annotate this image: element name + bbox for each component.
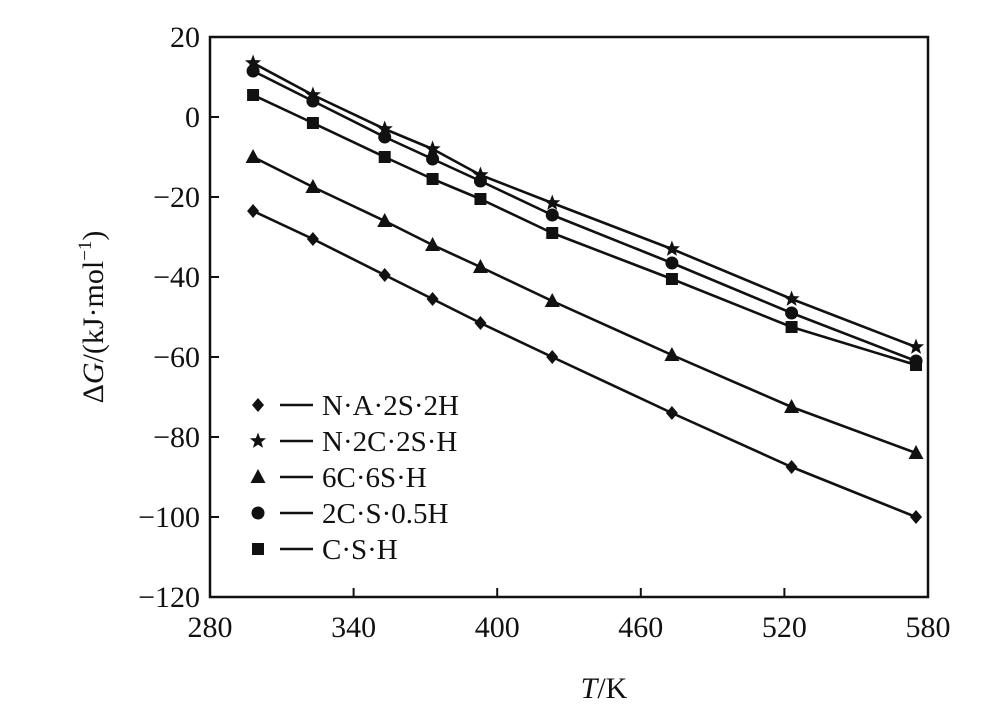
y-axis-title: ΔG/(kJ·mol−1)	[75, 231, 110, 404]
y-tick-label: 0	[185, 101, 200, 134]
data-point	[378, 268, 391, 282]
data-point	[426, 173, 439, 185]
data-point	[544, 293, 560, 307]
data-point	[663, 240, 680, 256]
x-tick-label: 280	[188, 611, 233, 644]
data-point	[783, 290, 800, 306]
series-triangle	[245, 149, 924, 459]
data-point	[785, 321, 798, 333]
y-tick-label: 20	[170, 21, 200, 54]
legend-marker	[249, 432, 267, 448]
legend-marker	[251, 506, 265, 520]
data-point	[426, 292, 439, 306]
data-point	[424, 140, 441, 156]
data-point	[474, 316, 487, 330]
y-tick-label: −60	[153, 341, 200, 374]
legend-item: 2C·S·0.5H	[251, 498, 449, 530]
data-point	[306, 232, 319, 246]
legend-item: N·2C·2S·H	[249, 426, 457, 458]
data-point	[785, 306, 799, 320]
data-point	[908, 445, 924, 459]
x-tick-label: 520	[762, 611, 807, 644]
legend-item: N·A·2S·2H	[252, 390, 459, 422]
legend-marker	[252, 543, 264, 555]
data-point	[665, 256, 679, 270]
data-point	[910, 359, 923, 371]
data-point	[546, 350, 559, 364]
data-point	[544, 194, 561, 210]
x-axis-title: T/K	[581, 672, 628, 705]
data-point	[378, 151, 391, 163]
x-tick-label: 400	[475, 611, 520, 644]
legend-label: N·2C·2S·H	[322, 426, 457, 458]
legend-item: C·S·H	[252, 534, 398, 566]
data-point	[907, 338, 925, 354]
y-tick-label: −80	[153, 421, 200, 454]
legend-label: C·S·H	[322, 534, 398, 566]
data-point	[245, 149, 261, 163]
legend-marker	[252, 398, 264, 412]
data-point	[425, 237, 441, 251]
series-circle	[246, 64, 923, 368]
data-point	[246, 64, 260, 78]
data-point	[665, 406, 678, 420]
data-point	[910, 510, 923, 524]
series-line	[252, 93, 917, 367]
data-point	[472, 259, 488, 273]
series-diamond	[247, 204, 923, 524]
data-point	[665, 273, 678, 285]
y-tick-label: −40	[153, 261, 200, 294]
y-axis-ticks: 20 0 −20 −40 −60 −80 −100 −120	[138, 21, 219, 614]
data-point	[306, 94, 320, 108]
data-point	[378, 130, 392, 144]
data-point	[245, 54, 262, 70]
data-point	[545, 208, 559, 222]
data-point	[664, 347, 680, 361]
data-point	[426, 152, 440, 166]
data-point	[784, 399, 800, 413]
x-tick-label: 580	[906, 611, 951, 644]
data-point	[304, 86, 321, 102]
legend: N·A·2S·2H N·2C·2S·H 6C·6S·H 2C·S·0.5H C·S·H	[249, 390, 459, 566]
legend-label: 6C·6S·H	[322, 462, 427, 494]
y-tick-label: −20	[153, 181, 200, 214]
y-tick-label: −120	[138, 581, 200, 614]
series-square	[247, 89, 923, 371]
x-tick-label: 340	[331, 611, 376, 644]
legend-label: 2C·S·0.5H	[322, 498, 449, 530]
data-point	[247, 204, 260, 218]
data-point	[473, 174, 487, 188]
y-tick-label: −100	[138, 501, 200, 534]
data-point	[785, 460, 798, 474]
legend-label: N·A·2S·2H	[322, 390, 459, 422]
legend-marker	[250, 469, 266, 483]
data-point	[472, 166, 489, 182]
series-layer	[245, 54, 925, 524]
data-point	[377, 213, 393, 227]
plot-frame	[208, 35, 930, 599]
data-point	[474, 193, 487, 205]
data-point	[546, 227, 559, 239]
data-point	[247, 89, 260, 101]
data-point	[305, 179, 321, 193]
data-point	[376, 120, 393, 136]
legend-item: 6C·6S·H	[250, 462, 427, 494]
data-point	[306, 117, 319, 129]
x-tick-label: 460	[618, 611, 663, 644]
x-axis-ticks: 280 340 400 460 520 580	[188, 588, 951, 644]
